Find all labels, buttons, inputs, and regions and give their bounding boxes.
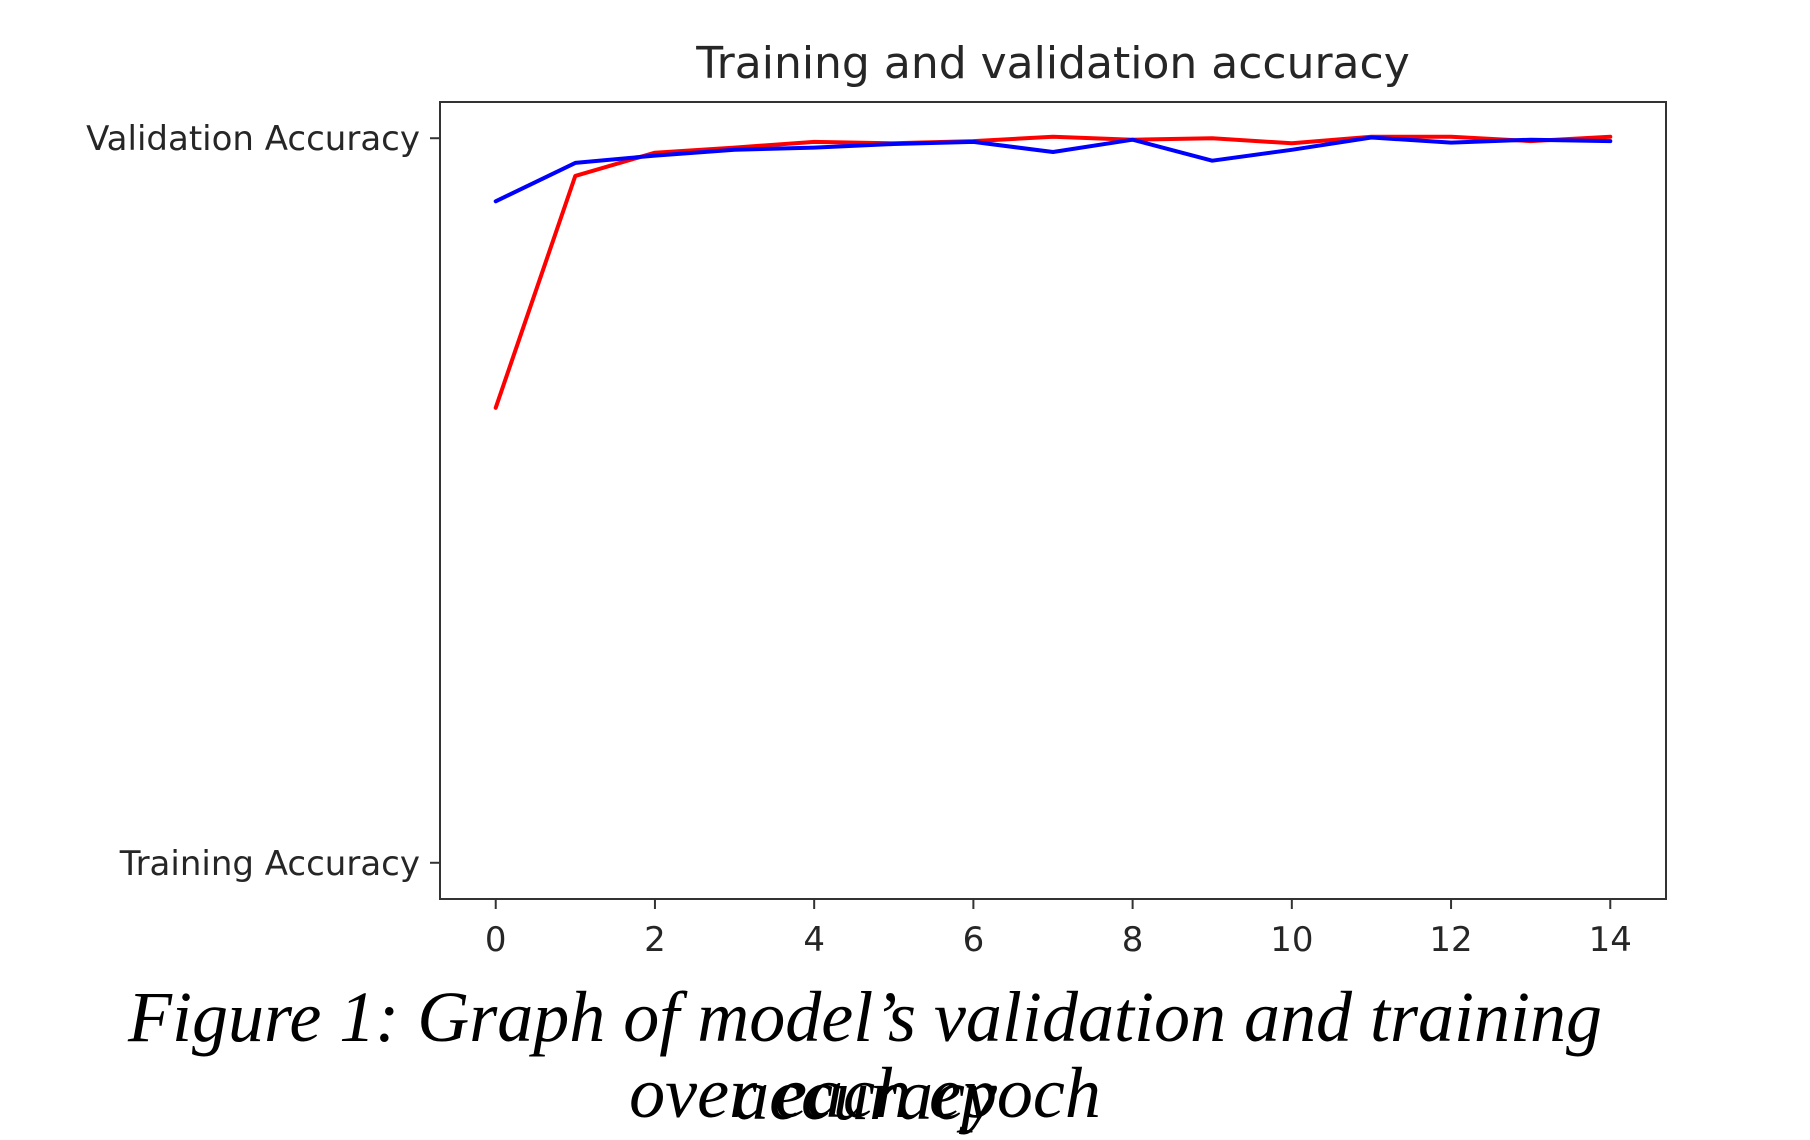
x-tick-label: 4: [803, 920, 825, 960]
x-tick-label: 2: [644, 920, 666, 960]
x-tick-label: 6: [963, 920, 985, 960]
x-tick-label: 0: [485, 920, 507, 960]
y-tick-label: Validation Accuracy: [86, 119, 420, 159]
x-tick-label: 14: [1589, 920, 1632, 960]
x-tick-label: 12: [1429, 920, 1472, 960]
figure-caption-line-1: Figure 1: Graph of model’s validation an…: [128, 977, 1602, 1135]
plot-frame: [439, 101, 1667, 900]
chart-title: Training and validation accuracy: [695, 38, 1410, 89]
x-tick-label: 8: [1122, 920, 1144, 960]
series-line-training-accuracy: [493, 134, 1613, 410]
x-tick-label: 10: [1270, 920, 1313, 960]
series-line-validation-accuracy: [493, 135, 1613, 204]
y-tick-label: Training Accuracy: [119, 844, 420, 884]
figure-caption-line-2: over each epoch: [629, 1053, 1101, 1133]
